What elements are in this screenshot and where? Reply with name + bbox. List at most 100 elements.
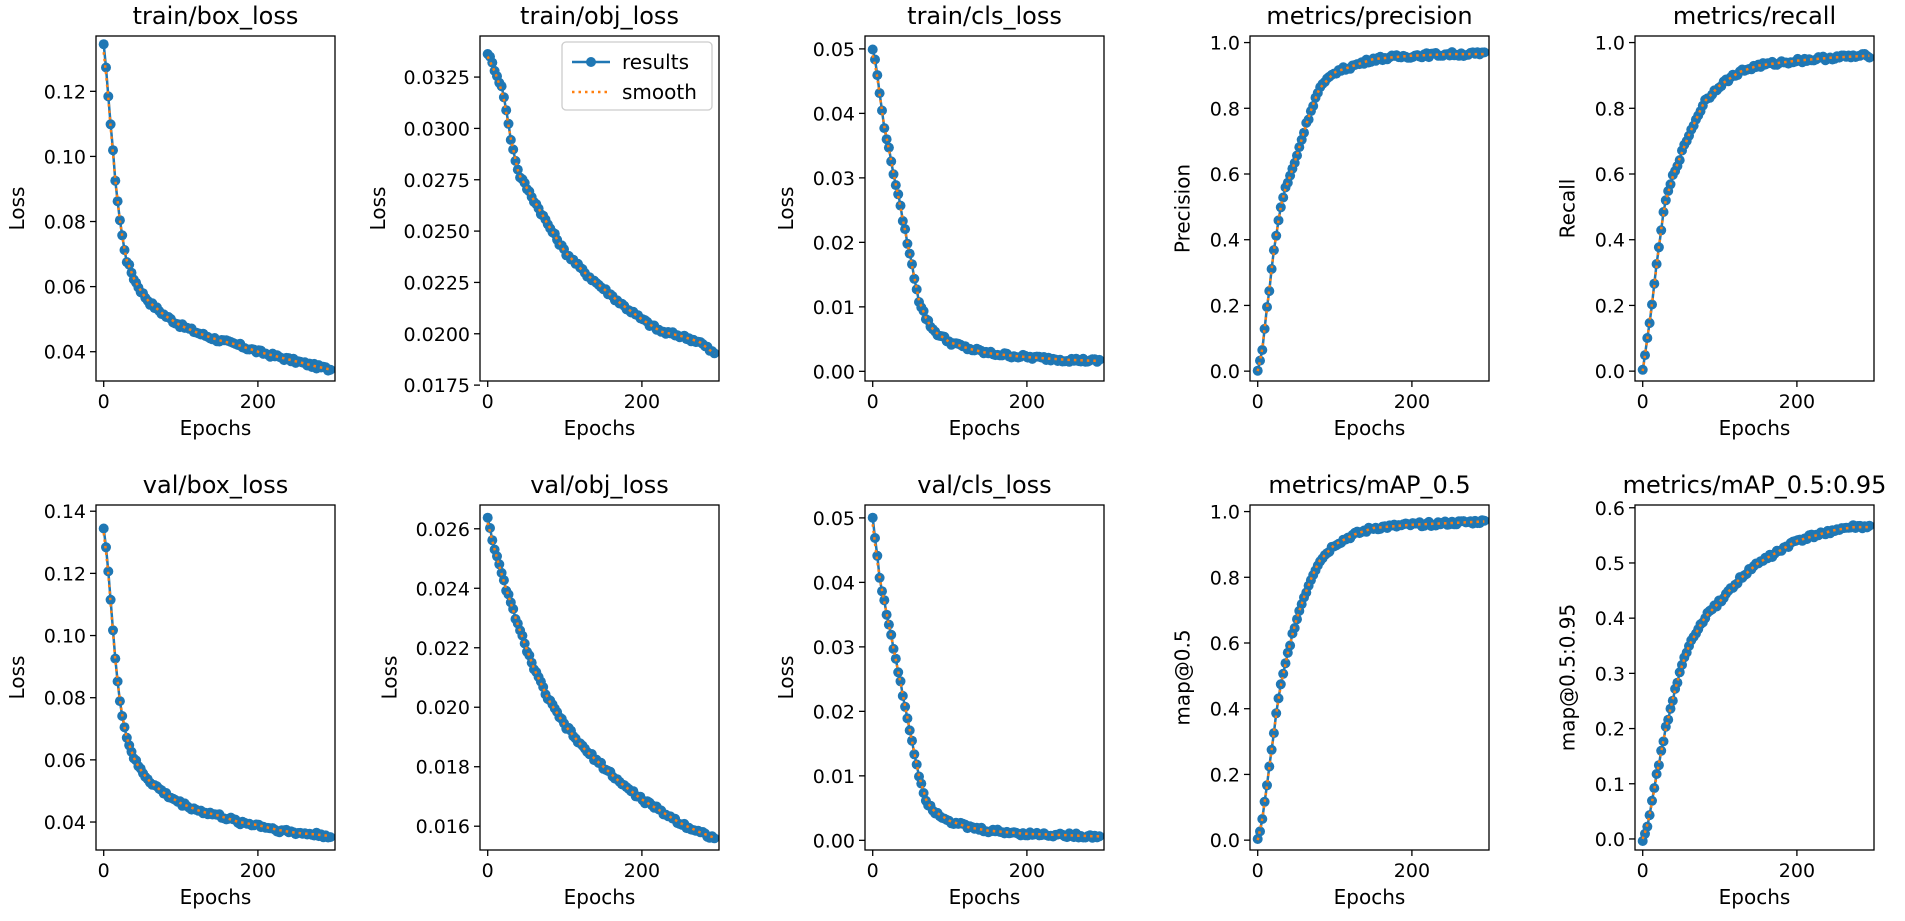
results-point xyxy=(893,189,904,200)
results-point xyxy=(883,619,894,630)
axes-frame xyxy=(479,504,720,851)
results-point xyxy=(110,175,121,186)
chart-data-group xyxy=(1637,520,1874,846)
y-tick-label: 0.06 xyxy=(44,750,86,772)
axes-frame xyxy=(1249,504,1490,851)
axes-frame xyxy=(864,35,1105,382)
results-point xyxy=(1653,760,1664,771)
chart-data-group xyxy=(1252,47,1489,376)
results-point xyxy=(124,259,135,270)
results-point xyxy=(487,535,498,546)
results-point xyxy=(867,512,878,523)
chart-panel: metrics/mAP_0.5 0.0 0.2 0.4 0.6 0.8 1.0 0 200 Epo… xyxy=(1171,471,1490,909)
chart-panel: metrics/mAP_0.5:0.95 0.0 0.1 0.2 0.3 0.4 0.5 0.… xyxy=(1556,471,1887,909)
smooth-line xyxy=(1256,52,1485,372)
results-point xyxy=(907,735,917,746)
x-axis-label: Epochs xyxy=(180,416,252,440)
results-point xyxy=(1644,810,1655,821)
x-tick-label: 200 xyxy=(240,860,276,882)
axes-frame xyxy=(95,504,336,851)
y-tick-label: 0.05 xyxy=(813,39,855,61)
x-tick-label: 200 xyxy=(1779,391,1815,413)
results-point xyxy=(1644,318,1655,328)
results-point xyxy=(886,156,897,167)
x-tick-label: 0 xyxy=(1637,391,1649,413)
chart-title: val/obj_loss xyxy=(530,471,669,499)
results-point xyxy=(1667,695,1678,706)
y-tick-label: 0.5 xyxy=(1595,553,1625,575)
results-point xyxy=(1262,302,1272,312)
results-point xyxy=(911,759,922,770)
y-tick-label: 0.04 xyxy=(813,572,855,594)
chart-panel: train/obj_loss 0.0175 0.0200 0.0225 0.0250 0.… xyxy=(366,2,720,440)
y-tick-label: 0.10 xyxy=(44,146,86,168)
y-tick-label: 0.016 xyxy=(416,816,470,838)
legend-smooth-label: smooth xyxy=(622,80,697,104)
results-point xyxy=(325,832,335,843)
x-tick-label: 0 xyxy=(1252,860,1264,882)
results-point xyxy=(1649,278,1660,289)
x-tick-label: 200 xyxy=(1009,391,1045,413)
results-point xyxy=(1651,259,1662,269)
results-point xyxy=(1094,831,1104,842)
y-tick-label: 0.6 xyxy=(1210,164,1240,186)
results-point xyxy=(482,512,493,523)
y-tick-label: 0.14 xyxy=(44,501,86,523)
y-tick-label: 0.2 xyxy=(1595,295,1625,317)
y-tick-label: 0.02 xyxy=(813,232,855,254)
x-axis-label: Epochs xyxy=(1334,416,1406,440)
results-point xyxy=(1299,127,1309,138)
x-tick-label: 0 xyxy=(98,391,110,413)
y-tick-label: 0.4 xyxy=(1210,230,1240,252)
y-tick-label: 1.0 xyxy=(1210,502,1240,524)
results-point xyxy=(1660,195,1671,206)
chart-data-group xyxy=(1637,49,1874,375)
y-tick-label: 0.00 xyxy=(813,830,855,852)
results-point xyxy=(1271,708,1282,719)
results-point xyxy=(872,550,883,561)
y-axis-label: map@0.5:0.95 xyxy=(1556,604,1580,752)
x-axis-label: Epochs xyxy=(1334,885,1406,909)
y-tick-label: 0.01 xyxy=(813,766,855,788)
y-tick-label: 0.03 xyxy=(813,637,855,659)
chart-data-group xyxy=(1252,515,1489,844)
results-point xyxy=(890,653,901,664)
x-tick-label: 0 xyxy=(482,391,494,413)
chart-data-group xyxy=(98,523,335,843)
results-point xyxy=(1268,728,1279,739)
x-tick-label: 200 xyxy=(624,860,660,882)
legend-results-marker xyxy=(586,57,596,67)
y-axis-label: Loss xyxy=(378,656,402,700)
x-tick-label: 0 xyxy=(1252,391,1264,413)
results-point xyxy=(1677,659,1687,670)
results-point xyxy=(1275,202,1286,213)
chart-panel: metrics/precision 0.0 0.2 0.4 0.6 0.8 1.0 0 200 E… xyxy=(1171,2,1490,440)
results-point xyxy=(496,81,507,92)
chart-title: train/cls_loss xyxy=(907,2,1062,30)
y-tick-label: 0.08 xyxy=(44,688,86,710)
y-tick-label: 0.6 xyxy=(1595,164,1625,186)
results-point xyxy=(325,364,335,375)
y-tick-label: 0.1 xyxy=(1595,774,1625,796)
results-point xyxy=(112,676,123,687)
axes-frame xyxy=(864,504,1105,851)
results-point xyxy=(709,348,719,359)
y-tick-label: 0.0300 xyxy=(404,118,470,140)
axes-frame xyxy=(479,35,720,382)
results-point xyxy=(909,273,920,284)
y-tick-label: 0.4 xyxy=(1595,230,1625,252)
y-tick-label: 0.3 xyxy=(1595,663,1625,685)
y-tick-label: 0.0175 xyxy=(404,375,470,397)
y-tick-label: 0.0250 xyxy=(404,221,470,243)
x-axis-label: Epochs xyxy=(564,416,636,440)
chart-panel: val/cls_loss 0.00 0.01 0.02 0.03 0.04 0.05 0 200… xyxy=(774,471,1105,909)
y-tick-label: 0.02 xyxy=(813,701,855,723)
y-tick-label: 0.0 xyxy=(1210,361,1240,383)
results-point xyxy=(888,169,899,180)
results-point xyxy=(1656,225,1667,236)
y-tick-label: 0.04 xyxy=(44,812,86,834)
y-axis-label: Precision xyxy=(1171,164,1195,253)
y-tick-label: 0.2 xyxy=(1210,764,1240,786)
y-tick-label: 0.0225 xyxy=(404,272,470,294)
